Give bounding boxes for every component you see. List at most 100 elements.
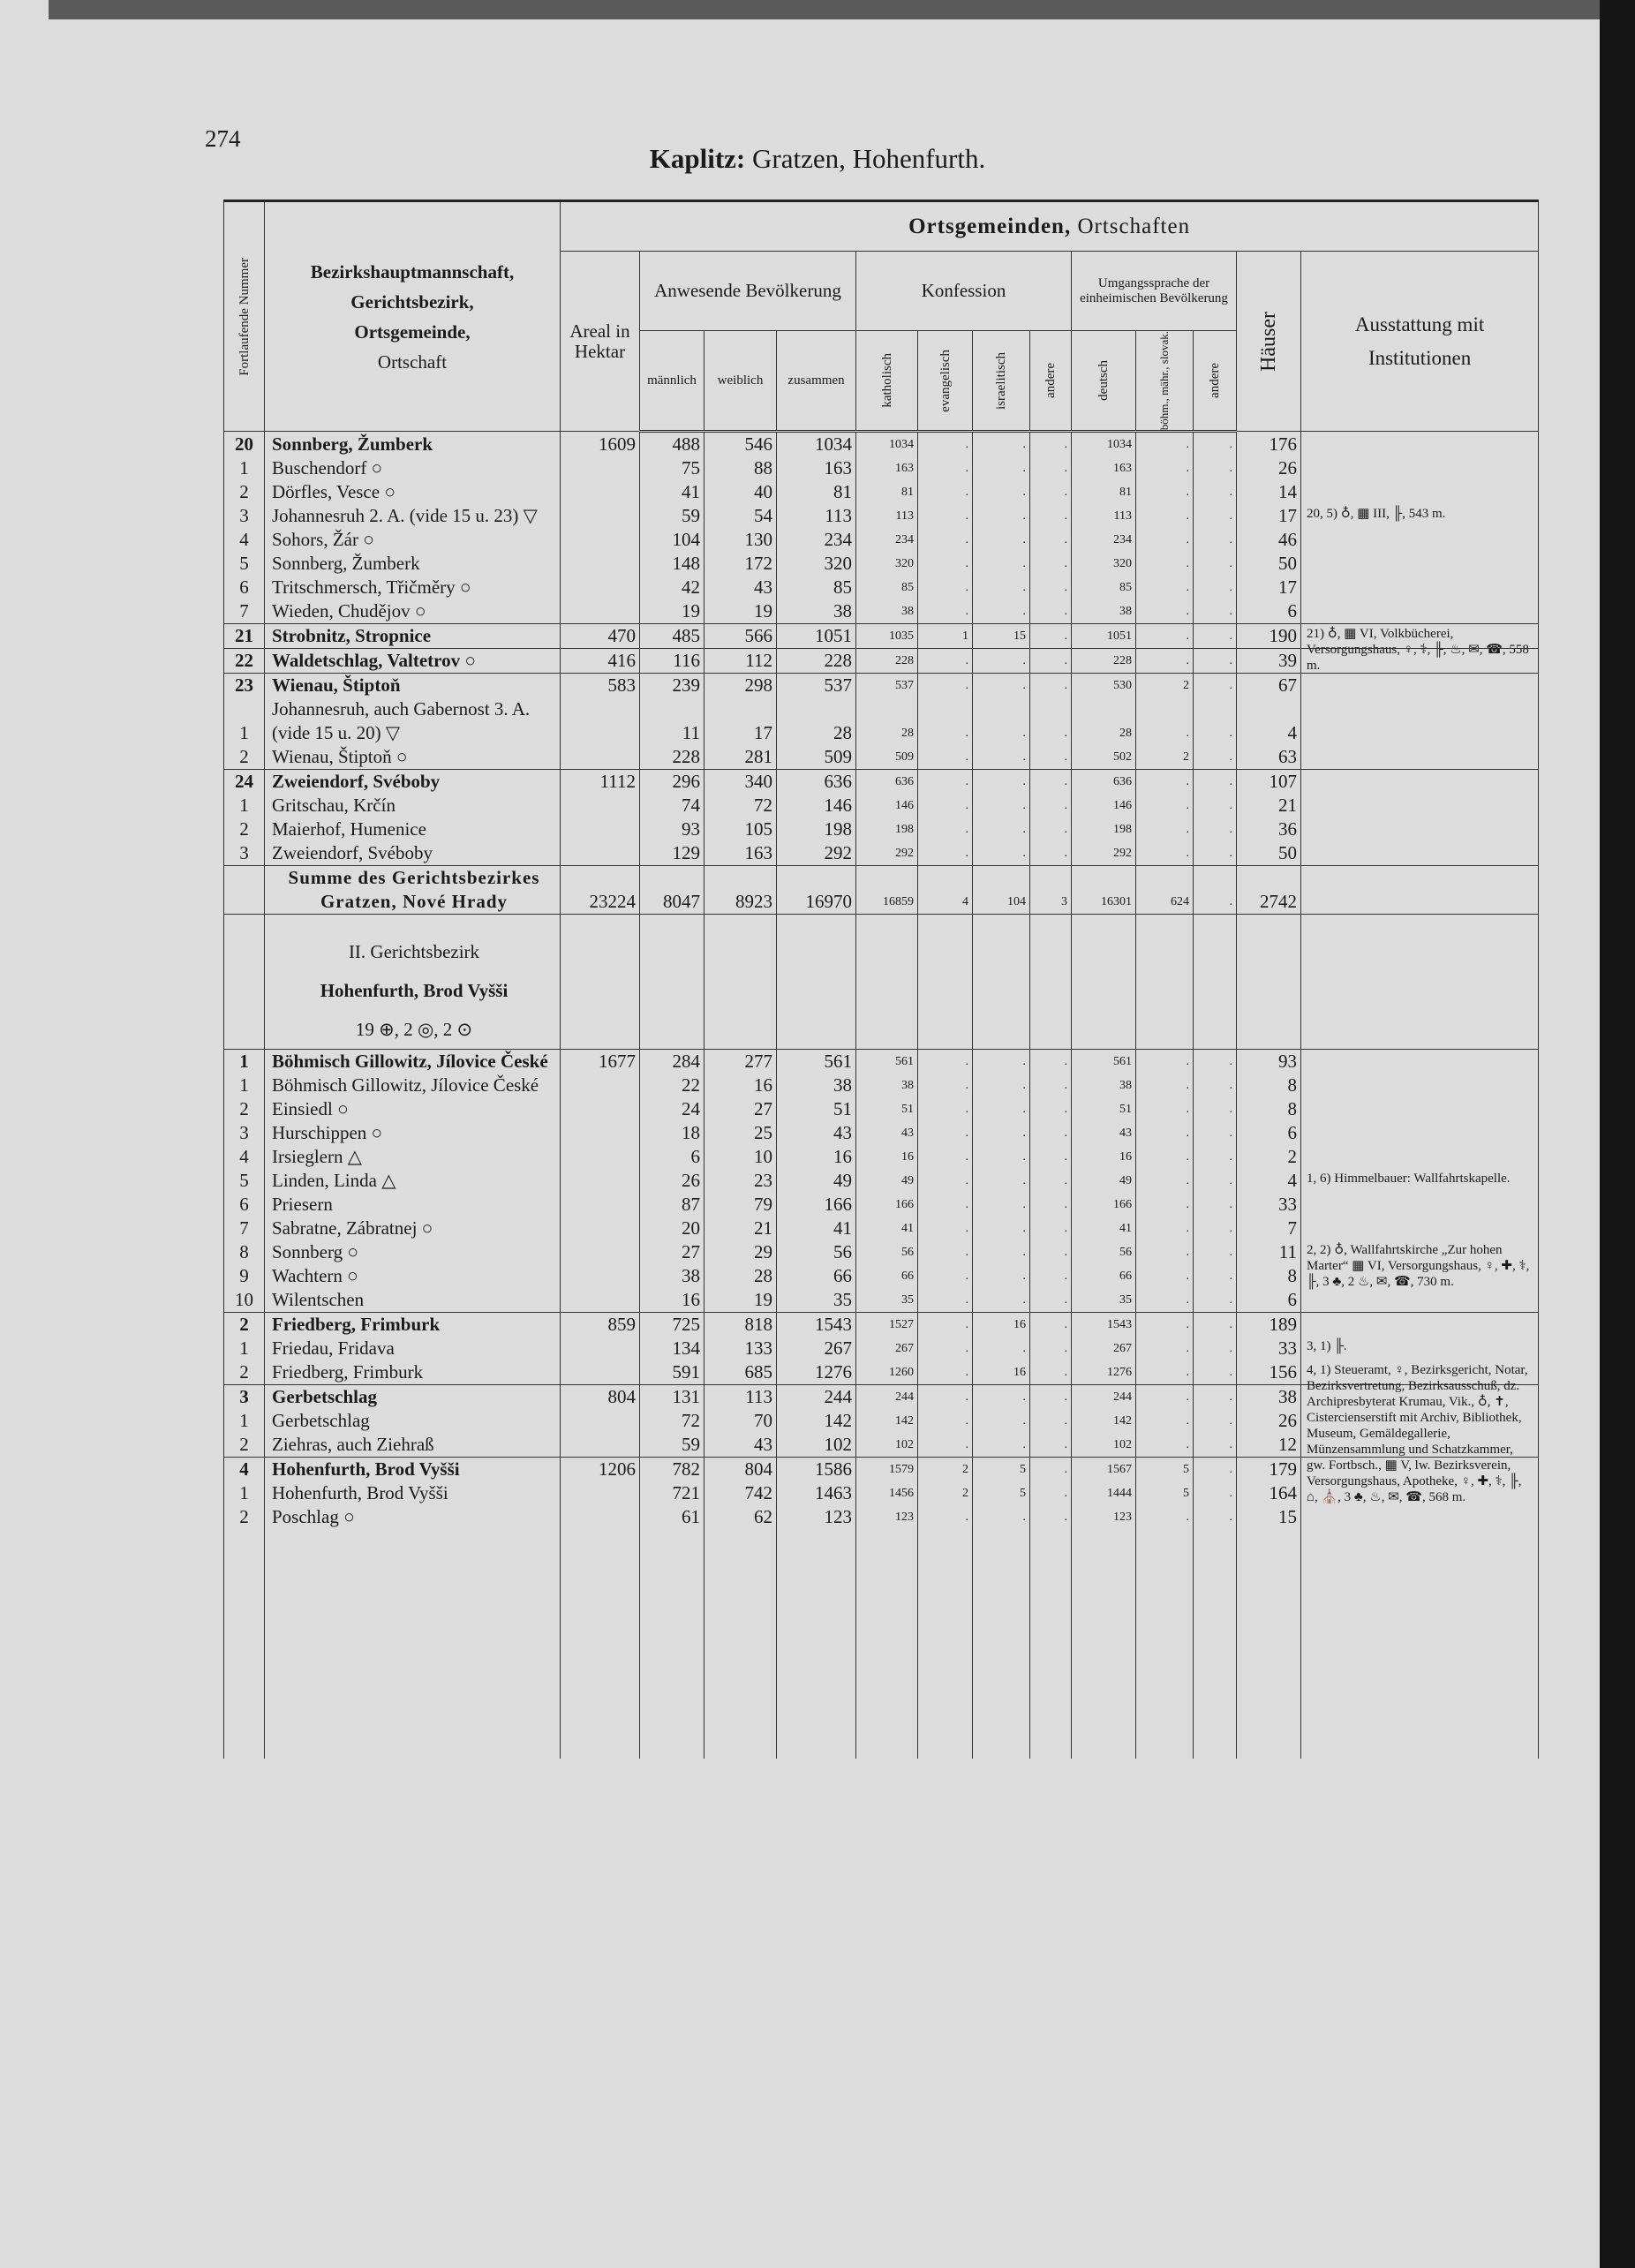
cell: 163 <box>704 841 777 866</box>
cell: 17 <box>1236 576 1301 600</box>
cell: 818 <box>704 1312 777 1337</box>
remark-cell <box>1300 1288 1540 1313</box>
cell <box>560 480 640 505</box>
cell <box>1236 1529 1301 1759</box>
cell: . <box>1029 1481 1072 1506</box>
remark-cell <box>1300 1097 1540 1122</box>
cell: 1 <box>223 1049 265 1074</box>
cell: . <box>1193 794 1237 818</box>
cell <box>223 914 265 1050</box>
cell: . <box>972 1074 1030 1098</box>
cell: 179 <box>1236 1457 1301 1482</box>
cell <box>223 1529 265 1759</box>
cell <box>560 1337 640 1361</box>
cell: 189 <box>1236 1312 1301 1337</box>
cell <box>560 1121 640 1146</box>
title-bold: Kaplitz: <box>649 143 746 174</box>
table-row: 2 Maierhof, Humenice 93 105 198 198... 198.. 36 <box>223 818 1540 842</box>
cell: 16 <box>1071 1145 1136 1170</box>
cell <box>560 697 640 746</box>
table-row: 4 Irsieglern △ 6 10 16 16... 16.. 2 <box>223 1145 1540 1170</box>
cell: 104 <box>972 865 1030 915</box>
cell: . <box>972 552 1030 576</box>
remark-cell <box>1300 1433 1540 1458</box>
cell: 105 <box>704 818 777 842</box>
cell: 2 <box>917 1457 973 1482</box>
cell: . <box>1135 1409 1194 1434</box>
cell: . <box>917 673 973 698</box>
cell: 123 <box>776 1505 856 1530</box>
cell: 1 <box>223 1409 265 1434</box>
cell: 4 <box>223 1457 265 1482</box>
cell <box>264 1529 561 1759</box>
cell: . <box>1193 1409 1237 1434</box>
cell: 1034 <box>855 431 918 457</box>
cell: . <box>1029 1360 1072 1385</box>
cell: . <box>1029 697 1072 746</box>
cell: Wilentschen <box>264 1288 561 1313</box>
cell: Einsiedl ○ <box>264 1097 561 1122</box>
cell: 133 <box>704 1337 777 1361</box>
cell: 1677 <box>560 1049 640 1074</box>
cell: . <box>1029 818 1072 842</box>
cell: . <box>1193 1457 1237 1482</box>
table-row: 1 Böhmisch Gillowitz, Jílovice České 22 16 3… <box>223 1074 1540 1098</box>
cell: . <box>972 697 1030 746</box>
table-row: 3 Gerbetschlag 804 131 113 244 244... 244.. 38 <box>223 1384 1540 1410</box>
cell: 87 <box>639 1193 704 1217</box>
cell: . <box>917 1097 973 1122</box>
cell: . <box>1135 1264 1194 1289</box>
cell: 1260 <box>855 1360 918 1385</box>
cell: . <box>917 1505 973 1530</box>
cell: . <box>1193 1240 1237 1265</box>
cell: 66 <box>776 1264 856 1289</box>
cell: . <box>1029 1337 1072 1361</box>
cell: . <box>1029 1409 1072 1434</box>
cell: . <box>1135 1217 1194 1241</box>
cell: 1609 <box>560 431 640 457</box>
cell: Summe des Gerichtsbezirkes Gratzen, Nové… <box>264 865 561 915</box>
remark: 1, 6) Himmelbauer: Wallfahrtskapelle. <box>1307 1172 1511 1187</box>
cell: . <box>1029 794 1072 818</box>
cell: 234 <box>1071 528 1136 553</box>
cell: . <box>1029 456 1072 481</box>
cell: . <box>917 576 973 600</box>
cell: 131 <box>639 1384 704 1410</box>
col-head: Ausstattung mit Institutionen <box>1300 251 1540 433</box>
cell: . <box>1029 1217 1072 1241</box>
cell: 277 <box>704 1049 777 1074</box>
cell: . <box>917 1121 973 1146</box>
col-head: Konfession <box>855 251 1072 331</box>
cell: 176 <box>1236 431 1301 457</box>
cell <box>1029 1529 1072 1759</box>
cell: . <box>972 576 1030 600</box>
cell: 1527 <box>855 1312 918 1337</box>
cell: . <box>1135 456 1194 481</box>
remark-cell <box>1300 841 1540 866</box>
cell: 38 <box>1071 1074 1136 1098</box>
cell: 146 <box>855 794 918 818</box>
table-row: 2 Poschlag ○ 61 62 123 123... 123.. 15 <box>223 1505 1540 1530</box>
cell: 21 <box>223 623 265 649</box>
col-head: israelitisch <box>972 330 1030 433</box>
cell: . <box>1135 1288 1194 1313</box>
cell: . <box>1193 841 1237 866</box>
cell: . <box>972 673 1030 698</box>
cell: . <box>1029 841 1072 866</box>
remark-cell <box>1300 1481 1540 1506</box>
cell <box>855 1529 918 1759</box>
cell: . <box>1029 648 1072 674</box>
cell: 12 <box>1236 1433 1301 1458</box>
cell: . <box>1135 769 1194 795</box>
cell: 20 <box>223 431 265 457</box>
cell: . <box>1135 1384 1194 1410</box>
cell: . <box>1135 599 1194 624</box>
cell: 28 <box>1071 697 1136 746</box>
cell: 5 <box>1135 1457 1194 1482</box>
cell: 509 <box>776 745 856 770</box>
col-head: männlich <box>639 330 704 433</box>
cell: 10 <box>223 1288 265 1313</box>
cell: 636 <box>855 769 918 795</box>
col-head-text: evangelisch <box>938 349 953 412</box>
